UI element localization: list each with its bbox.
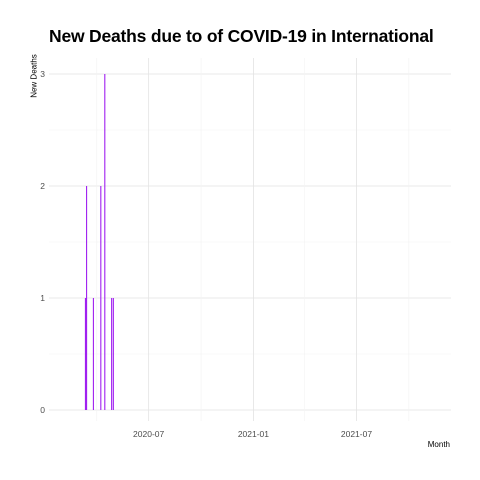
bar xyxy=(85,298,87,410)
bar xyxy=(104,74,106,410)
x-tick-label: 2020-07 xyxy=(133,429,164,439)
x-axis-label: Month xyxy=(427,440,450,449)
bar xyxy=(111,298,113,410)
bar xyxy=(112,298,114,410)
bar xyxy=(84,298,86,410)
x-tick-label: 2021-01 xyxy=(238,429,269,439)
y-tick-label: 1 xyxy=(40,293,45,303)
y-tick-label: 2 xyxy=(40,181,45,191)
x-tick-label: 2021-07 xyxy=(341,429,372,439)
y-tick-label: 0 xyxy=(40,405,45,415)
y-tick-label: 3 xyxy=(40,69,45,79)
bar xyxy=(86,186,88,410)
bar xyxy=(92,298,94,410)
bar xyxy=(100,186,102,410)
chart-title: New Deaths due to of COVID-19 in Interna… xyxy=(49,26,434,46)
